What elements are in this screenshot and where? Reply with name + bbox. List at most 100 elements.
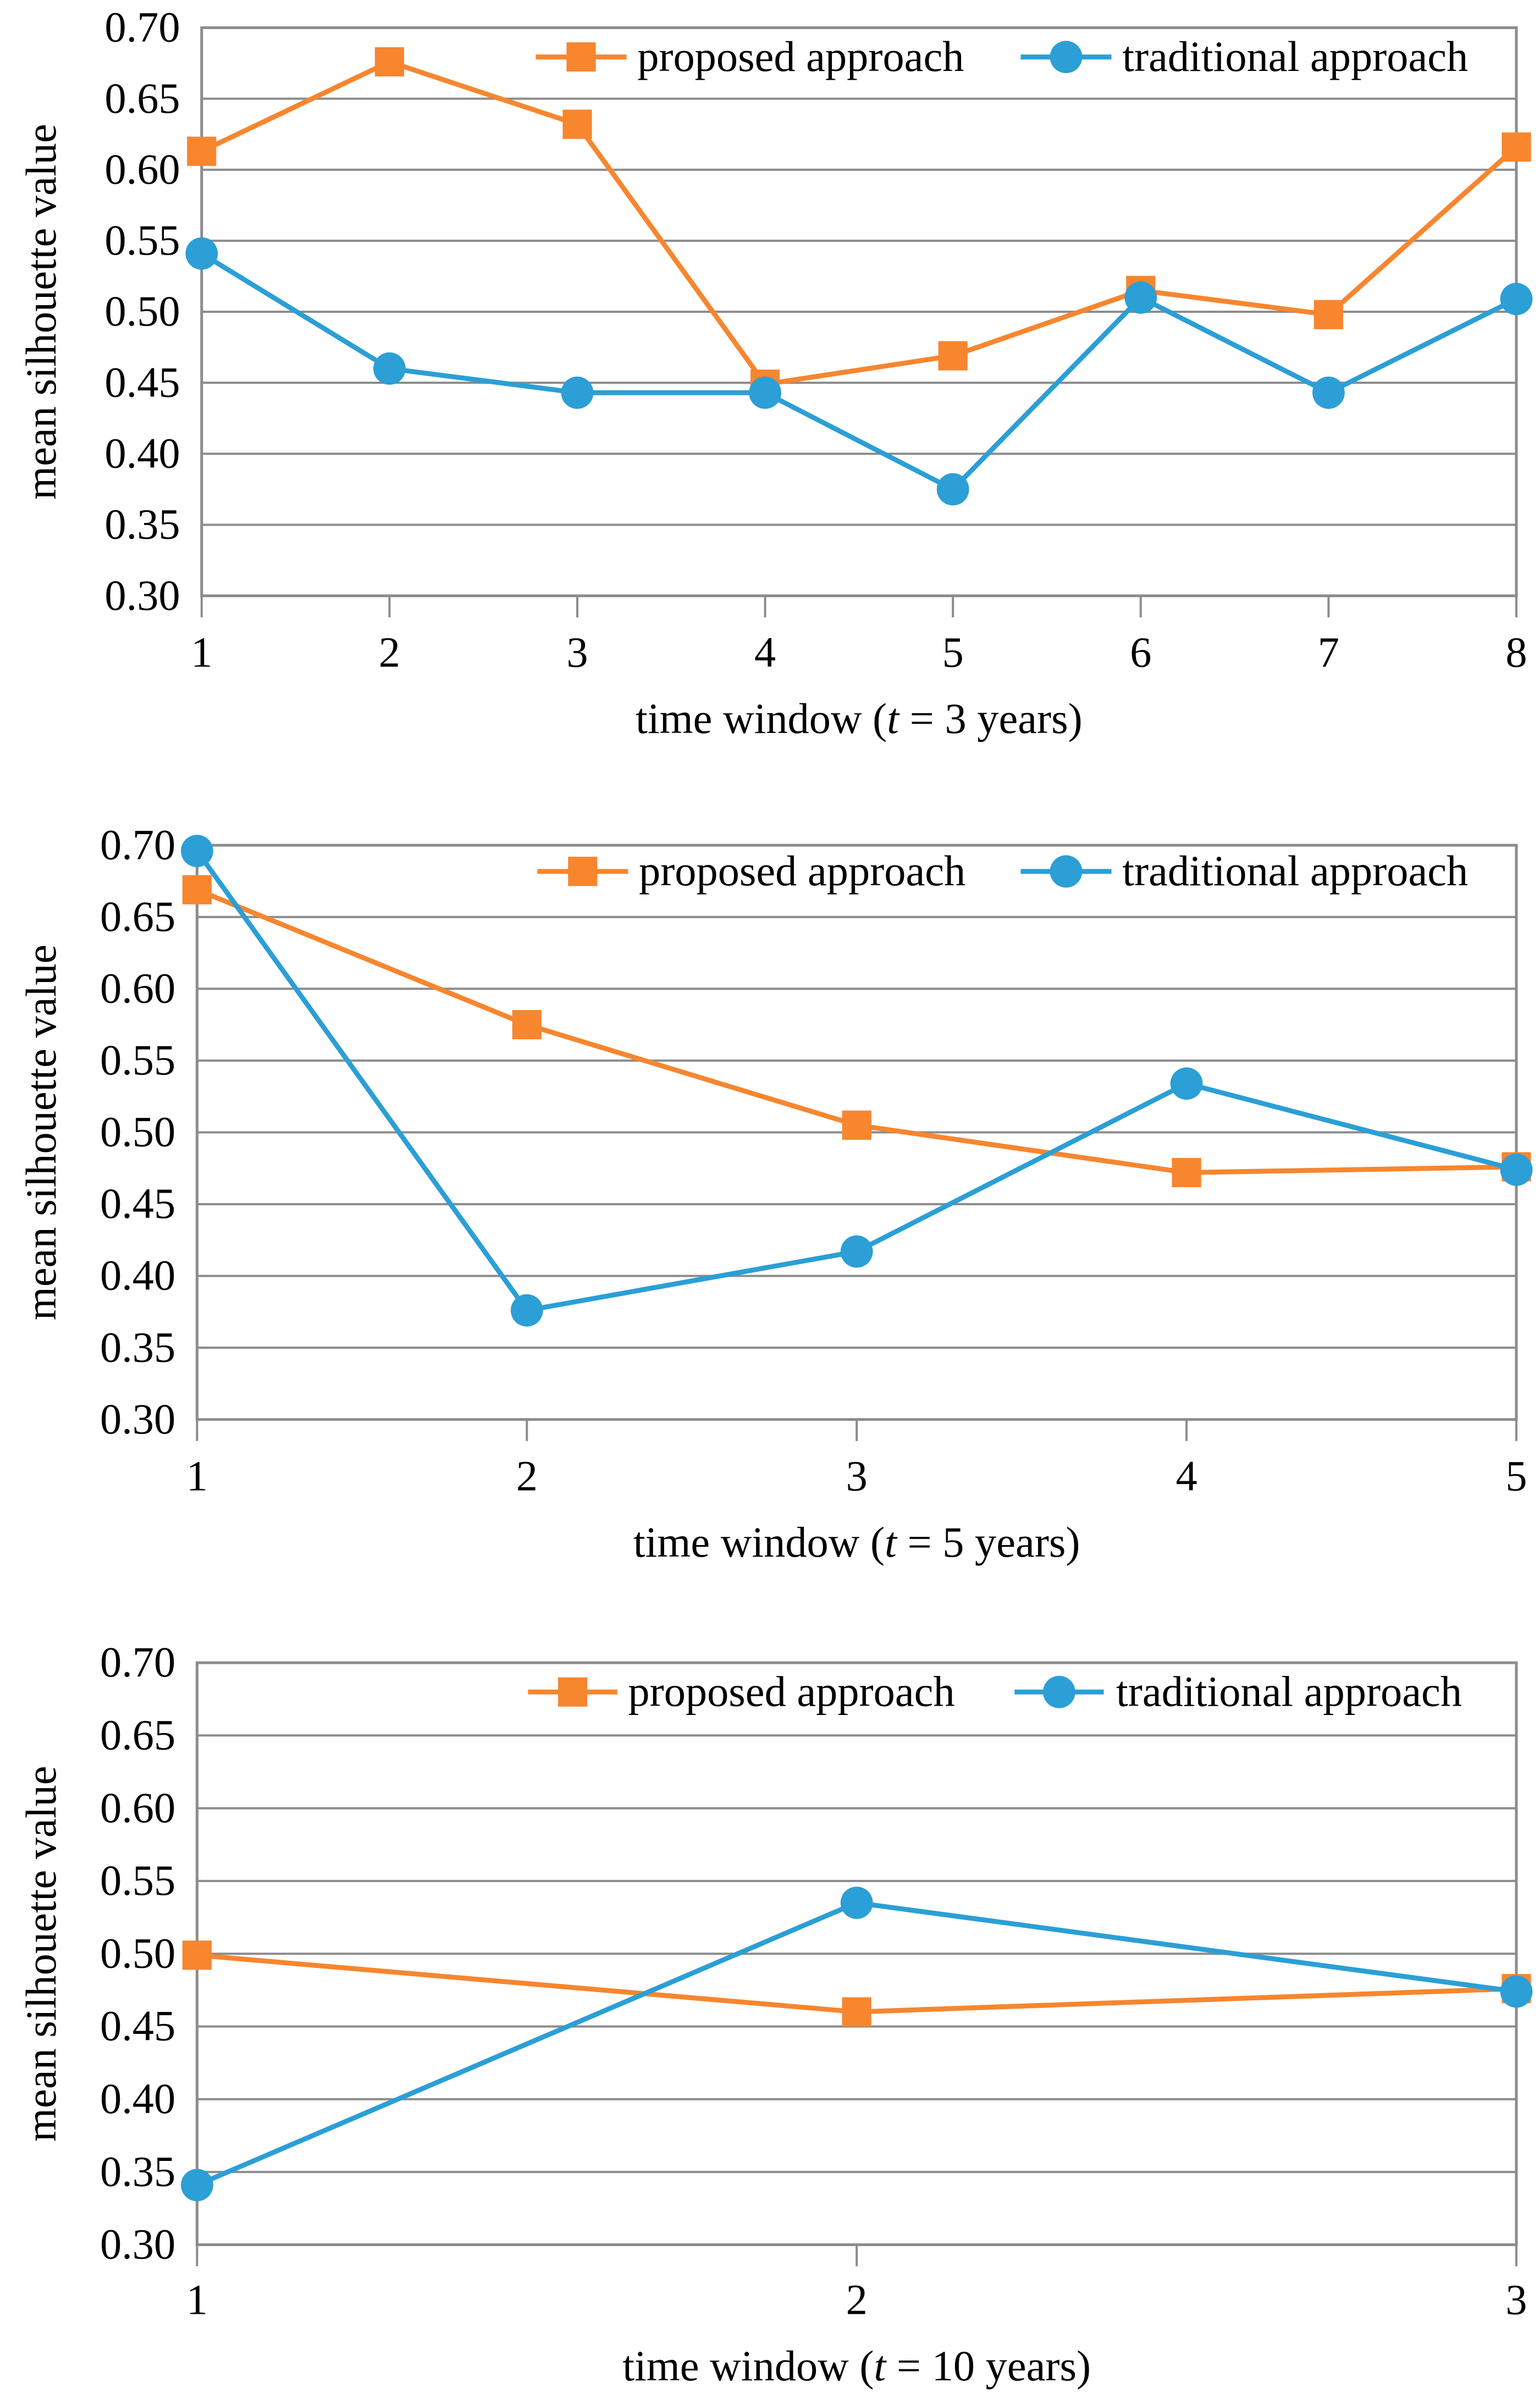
y-tick-label: 0.60 (100, 1784, 175, 1832)
y-tick-label: 0.45 (104, 358, 180, 406)
x-axis-label-part: time window ( (622, 2342, 874, 2390)
x-tick-label: 4 (1175, 1452, 1197, 1499)
y-tick-label: 0.35 (104, 500, 180, 548)
x-tick-label: 1 (186, 2275, 208, 2323)
chart-3: 0.30 0.35 0.40 0.45 0.50 0.55 0.60 0.65 0.70 1 2 3 t… (17, 1638, 1533, 2390)
y-tick-label: 0.70 (100, 1638, 175, 1686)
x-tick-label: 3 (566, 628, 588, 676)
y-axis-label: mean silhouette value (17, 945, 65, 1321)
x-tick-label: 7 (1318, 628, 1339, 676)
data-point-traditional (185, 237, 218, 270)
data-point-traditional (181, 2169, 213, 2202)
x-axis-label: time window (t = 5 years) (633, 1518, 1080, 1566)
legend-label: proposed approach (639, 847, 965, 895)
legend-label: proposed approach (637, 32, 964, 80)
chart-2: 0.30 0.35 0.40 0.45 0.50 0.55 0.60 0.65 0.70 1 2 3 4… (17, 820, 1533, 1566)
x-tick-label: 3 (846, 1452, 868, 1499)
y-tick-label: 0.60 (100, 964, 175, 1012)
y-tick-label: 0.50 (100, 1929, 175, 1977)
data-point-proposed (842, 1110, 871, 1140)
legend-marker-square (558, 1677, 588, 1707)
data-point-traditional (936, 473, 969, 506)
x-tick-label: 2 (379, 628, 400, 676)
y-tick-label: 0.45 (100, 1179, 175, 1227)
chart-1: 0.30 0.35 0.40 0.45 0.50 0.55 0.60 0.65 0.70 1 2 3 4… (17, 3, 1533, 742)
x-axis-label: time window (t = 10 years) (622, 2342, 1091, 2390)
data-point-traditional (1500, 1975, 1533, 2008)
y-tick-label: 0.65 (100, 892, 175, 940)
data-point-proposed (182, 875, 212, 905)
x-axis-label-part: t (885, 1518, 898, 1566)
y-tick-label: 0.30 (104, 571, 180, 619)
y-tick-label: 0.40 (100, 2075, 175, 2122)
data-point-traditional (1312, 376, 1345, 409)
x-axis-label-part: time window ( (633, 1518, 885, 1566)
x-axis-label-part: = 3 years) (899, 694, 1083, 742)
legend-label: traditional approach (1122, 847, 1468, 895)
y-tick-label: 0.60 (104, 145, 180, 193)
y-tick-label: 0.65 (100, 1711, 175, 1759)
data-point-traditional (840, 1235, 873, 1268)
data-point-traditional (510, 1294, 543, 1327)
x-tick-label: 5 (942, 628, 964, 676)
data-point-traditional (1500, 283, 1533, 316)
legend-label: traditional approach (1116, 1667, 1462, 1715)
data-point-traditional (561, 376, 594, 409)
y-tick-label: 0.30 (100, 2220, 175, 2268)
x-tick-label: 8 (1505, 628, 1527, 676)
y-tick-label: 0.45 (100, 2002, 175, 2050)
data-point-proposed (562, 109, 592, 139)
y-tick-label: 0.40 (100, 1251, 175, 1299)
data-point-proposed (512, 1010, 542, 1040)
y-tick-label: 0.35 (100, 2147, 175, 2195)
data-point-traditional (1500, 1153, 1533, 1186)
y-axis-label: mean silhouette value (17, 1766, 65, 2142)
x-tick-label: 1 (191, 628, 212, 676)
data-point-proposed (1172, 1157, 1201, 1188)
y-tick-label: 0.50 (104, 287, 180, 335)
data-point-proposed (182, 1940, 212, 1970)
y-axis-label: mean silhouette value (17, 124, 65, 500)
legend-marker-square (568, 857, 598, 886)
x-tick-label: 6 (1130, 628, 1151, 676)
y-tick-label: 0.35 (100, 1323, 175, 1371)
data-point-proposed (1313, 300, 1343, 329)
y-tick-label: 0.30 (100, 1395, 175, 1443)
x-tick-label: 5 (1505, 1452, 1527, 1499)
x-tick-label: 1 (186, 1452, 208, 1499)
x-tick-label: 2 (516, 1452, 538, 1499)
legend-label: proposed approach (628, 1667, 954, 1715)
data-point-traditional (840, 1887, 873, 1919)
data-point-traditional (373, 352, 406, 385)
data-point-proposed (842, 1997, 871, 2027)
data-point-traditional (1124, 281, 1157, 314)
data-point-proposed (938, 341, 968, 371)
data-point-proposed (187, 136, 217, 166)
x-tick-label: 4 (754, 628, 776, 676)
y-tick-label: 0.55 (100, 1036, 175, 1084)
x-axis-label-part: t (874, 2342, 887, 2390)
y-tick-label: 0.40 (104, 429, 180, 477)
x-axis-label-part: = 10 years) (886, 2342, 1091, 2390)
series-line-traditional (200, 251, 1518, 492)
y-tick-label: 0.55 (100, 1856, 175, 1904)
data-point-traditional (1170, 1067, 1203, 1100)
x-tick-label: 2 (846, 2275, 868, 2323)
legend-marker-circle (1050, 855, 1083, 888)
y-tick-label: 0.70 (104, 3, 180, 51)
series-line-proposed (200, 59, 1518, 387)
legend-marker-circle (1050, 41, 1083, 73)
legend-label: traditional approach (1122, 32, 1468, 80)
legend-marker-circle (1043, 1675, 1075, 1708)
y-tick-label: 0.70 (100, 820, 175, 868)
x-axis-label-part: time window ( (636, 694, 887, 742)
x-axis-label-part: t (887, 694, 900, 742)
x-axis-label: time window (t = 3 years) (636, 694, 1083, 742)
data-point-traditional (181, 835, 213, 868)
data-point-proposed (1502, 132, 1531, 162)
x-tick-label: 3 (1505, 2275, 1527, 2323)
y-tick-label: 0.50 (100, 1108, 175, 1156)
y-tick-label: 0.55 (104, 216, 180, 264)
series-line-traditional (196, 1900, 1517, 2188)
